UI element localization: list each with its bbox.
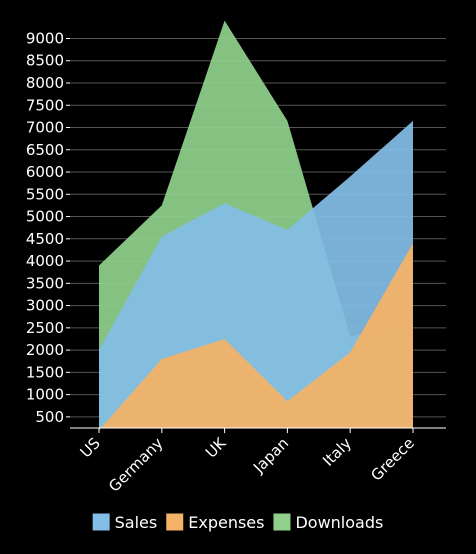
y-tick-label-5500: 5500	[26, 185, 64, 203]
y-tick-label-8500: 8500	[26, 52, 64, 70]
y-tick-label-7500: 7500	[26, 96, 64, 114]
y-tick-label-6500: 6500	[26, 141, 64, 159]
y-tick-label-8000: 8000	[26, 74, 64, 92]
y-tick-label-1000: 1000	[26, 386, 64, 404]
y-tick-label-3500: 3500	[26, 274, 64, 292]
y-tick-label-9000: 9000	[26, 29, 64, 47]
legend-label-expenses: Expenses	[188, 513, 264, 532]
y-tick-label-2500: 2500	[26, 319, 64, 337]
y-tick-label-3000: 3000	[26, 297, 64, 315]
y-tick-label-500: 500	[35, 408, 64, 426]
area-expenses	[99, 243, 413, 431]
y-tick-label-4000: 4000	[26, 252, 64, 270]
y-tick-label-7000: 7000	[26, 119, 64, 137]
x-tick-label-italy: Italy	[319, 434, 355, 470]
legend-swatch-expenses	[166, 513, 184, 531]
y-tick-label-4500: 4500	[26, 230, 64, 248]
legend: Sales Expenses Downloads	[92, 513, 383, 532]
legend-label-downloads: Downloads	[295, 513, 383, 532]
series-areas	[99, 20, 413, 431]
x-tick-label-uk: UK	[202, 433, 230, 461]
x-tick-label-us: US	[77, 434, 104, 461]
x-tick-label-germany: Germany	[105, 434, 167, 496]
legend-swatch-sales	[92, 513, 110, 531]
y-tick-label-6000: 6000	[26, 163, 64, 181]
y-tick-label-1500: 1500	[26, 363, 64, 381]
x-tick-label-greece: Greece	[367, 434, 417, 484]
y-tick-label-2000: 2000	[26, 341, 64, 359]
y-tick-label-5000: 5000	[26, 208, 64, 226]
legend-swatch-downloads	[273, 513, 291, 531]
area-sales	[99, 120, 413, 428]
legend-label-sales: Sales	[115, 513, 158, 532]
x-tick-label-japan: Japan	[249, 434, 292, 477]
